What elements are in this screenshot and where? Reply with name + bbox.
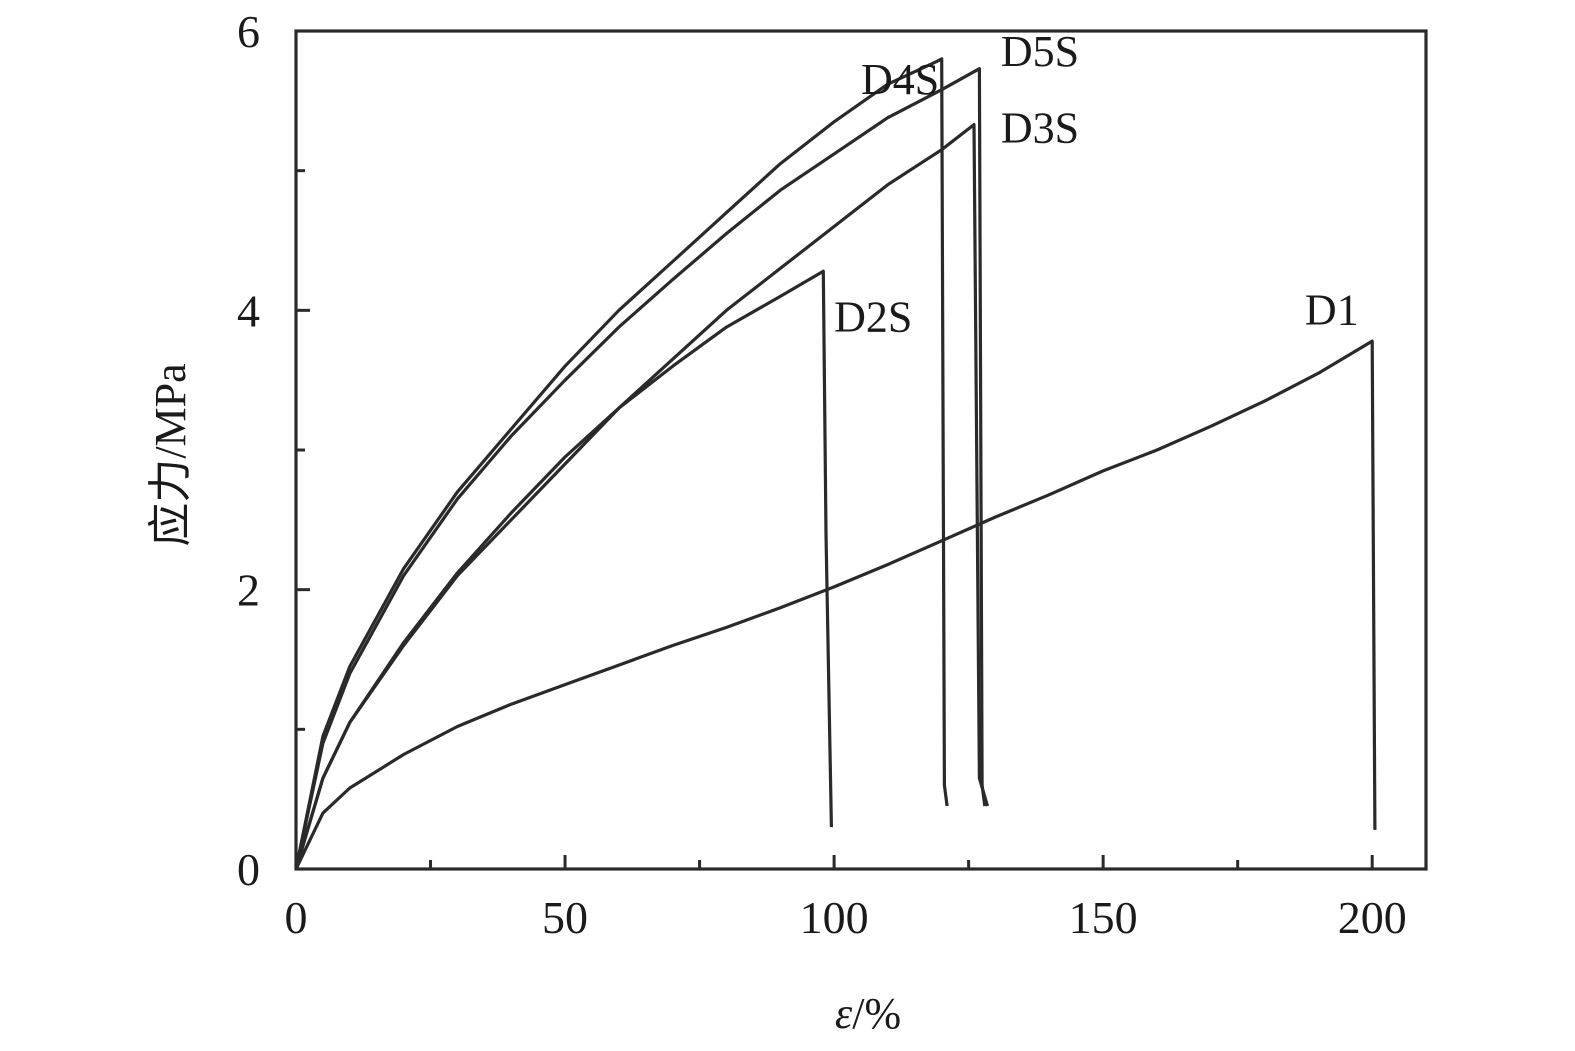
y-tick-label: 2: [237, 565, 260, 616]
axis-tick-labels: 0 50 100 150 200 0 2 4 6: [237, 6, 1407, 943]
y-tick-label: 4: [237, 285, 260, 336]
x-tick-label: 50: [542, 892, 588, 943]
x-tick-label: 150: [1069, 892, 1138, 943]
series-line-d2s: [294, 269, 833, 870]
x-tick-label: 0: [285, 892, 308, 943]
series-curves: [294, 57, 1377, 870]
y-tick-label: 6: [237, 6, 260, 57]
series-label-d1: D1: [1305, 285, 1359, 334]
axis-titles: 应力/MPa ε/%: [146, 363, 901, 1038]
series-labels: D4S D5S D3S D2S D1: [834, 27, 1359, 341]
series-label-d4s: D4S: [861, 55, 939, 104]
series-label-d2s: D2S: [834, 292, 912, 341]
y-axis-title: 应力/MPa: [146, 363, 195, 546]
series-line-d1: [294, 339, 1377, 870]
x-tick-label: 200: [1338, 892, 1407, 943]
axis-ticks: [294, 29, 1374, 871]
series-label-d3s: D3S: [1001, 104, 1079, 153]
x-tick-label: 100: [800, 892, 869, 943]
series-label-d5s: D5S: [1001, 27, 1079, 76]
x-axis-title: ε/%: [835, 989, 901, 1038]
series-line-d4s: [294, 57, 949, 870]
plot-frame: [294, 29, 1428, 871]
x-axis-title-symbol: ε: [835, 989, 853, 1038]
y-tick-label: 0: [237, 844, 260, 895]
series-line-d5s: [294, 67, 987, 870]
x-axis-title-unit: /%: [852, 989, 901, 1038]
